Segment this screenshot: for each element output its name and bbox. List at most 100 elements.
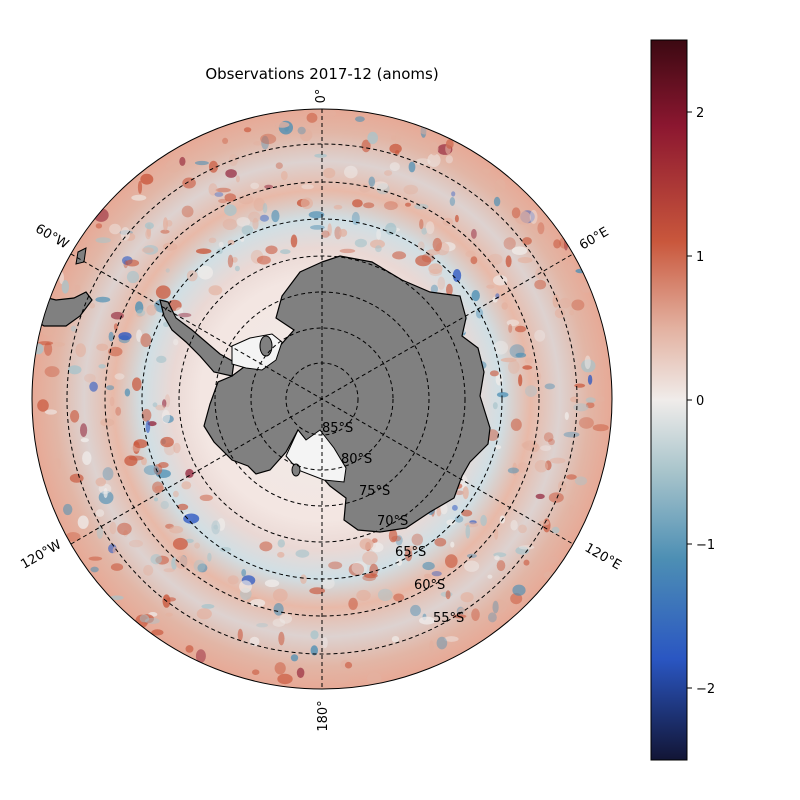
anomaly-blob	[227, 575, 239, 585]
lat-label-55s: 55°S	[433, 611, 464, 626]
anomaly-blob	[462, 486, 469, 500]
anomaly-blob	[163, 568, 175, 573]
anomaly-blob	[573, 403, 589, 412]
anomaly-blob	[558, 480, 567, 492]
anomaly-blob	[129, 539, 143, 548]
anomaly-blob	[249, 636, 260, 647]
anomaly-blob	[429, 268, 443, 277]
anomaly-blob	[344, 661, 353, 669]
anomaly-blob	[517, 462, 529, 473]
anomaly-blob	[165, 268, 170, 273]
anomaly-blob	[131, 194, 147, 201]
anomaly-blob	[510, 593, 523, 605]
cbar-label: −2	[696, 682, 715, 697]
anomaly-blob	[554, 308, 566, 319]
anomaly-blob	[505, 255, 512, 268]
anomaly-blob	[89, 302, 96, 309]
anomaly-blob	[109, 223, 121, 235]
anomaly-blob	[445, 139, 454, 149]
anomaly-blob	[372, 181, 388, 190]
anomaly-blob	[566, 262, 575, 272]
lon-label-0: 0°	[314, 89, 329, 104]
anomaly-blob	[494, 445, 502, 450]
anomaly-blob	[290, 654, 299, 662]
anomaly-blob	[125, 259, 140, 267]
anomaly-blob	[506, 319, 520, 327]
lat-label-65s: 65°S	[395, 545, 426, 560]
anomaly-blob	[185, 468, 194, 478]
anomaly-blob	[128, 455, 144, 461]
anomaly-blob	[160, 229, 170, 234]
anomaly-blob	[308, 211, 325, 219]
anomaly-blob	[405, 202, 411, 207]
anomaly-blob	[95, 296, 111, 303]
anomaly-blob	[195, 649, 206, 663]
anomaly-blob	[183, 513, 200, 524]
anomaly-blob	[309, 587, 326, 595]
anomaly-blob	[153, 464, 163, 475]
anomaly-blob	[334, 673, 349, 684]
anomaly-blob	[436, 636, 448, 650]
anomaly-blob	[152, 481, 164, 494]
anomaly-blob	[456, 606, 465, 616]
anomaly-blob	[333, 204, 343, 210]
anomaly-blob	[173, 338, 179, 346]
anomaly-blob	[238, 195, 254, 205]
anomaly-blob	[252, 669, 260, 675]
island	[291, 463, 301, 477]
lat-label-70s: 70°S	[377, 514, 408, 529]
anomaly-blob	[44, 366, 60, 378]
anomaly-blob	[260, 133, 277, 145]
anomaly-blob	[175, 307, 184, 315]
anomaly-blob	[384, 170, 393, 176]
anomaly-blob	[529, 209, 538, 224]
anomaly-blob	[61, 280, 69, 294]
anomaly-blob	[69, 473, 84, 483]
anomaly-blob	[100, 418, 115, 427]
anomaly-blob	[534, 279, 547, 290]
anomaly-blob	[403, 184, 419, 195]
lon-label-120e: 120°E	[582, 541, 624, 574]
anomaly-blob	[392, 251, 407, 260]
anomaly-blob	[181, 481, 192, 490]
anomaly-blob	[219, 547, 232, 552]
anomaly-blob	[393, 593, 405, 602]
anomaly-blob	[391, 636, 400, 643]
anomaly-blob	[522, 237, 532, 245]
anomaly-blob	[384, 201, 398, 211]
lat-label-80s: 80°S	[341, 452, 372, 467]
anomaly-blob	[235, 175, 240, 183]
anomaly-blob	[489, 370, 499, 377]
anomaly-blob	[194, 542, 201, 549]
anomaly-blob	[537, 222, 545, 235]
anomaly-blob	[197, 563, 208, 573]
anomaly-blob	[377, 588, 393, 602]
anomaly-blob	[256, 623, 268, 628]
anomaly-blob	[376, 228, 381, 241]
anomaly-blob	[417, 241, 425, 251]
anomaly-blob	[535, 493, 545, 499]
anomaly-blob	[408, 161, 416, 173]
anomaly-blob	[253, 197, 265, 212]
anomaly-blob	[177, 503, 189, 511]
anomaly-blob	[525, 385, 537, 397]
anomaly-blob	[103, 487, 108, 499]
anomaly-blob	[146, 304, 157, 316]
anomaly-blob	[543, 432, 554, 442]
anomaly-blob	[515, 352, 527, 358]
anomaly-blob	[181, 205, 194, 218]
anomaly-blob	[510, 418, 522, 431]
anomaly-blob	[334, 226, 342, 240]
anomaly-blob	[522, 365, 533, 370]
anomaly-blob	[323, 167, 336, 179]
anomaly-blob	[352, 199, 363, 208]
anomaly-blob	[436, 507, 442, 517]
anomaly-blob	[385, 222, 397, 235]
anomaly-blob	[496, 560, 506, 572]
anomaly-blob	[553, 239, 561, 249]
anomaly-blob	[37, 399, 49, 412]
anomaly-blob	[178, 312, 192, 318]
anomaly-blob	[446, 283, 453, 296]
anomaly-blob	[434, 537, 447, 547]
anomaly-blob	[410, 604, 421, 617]
